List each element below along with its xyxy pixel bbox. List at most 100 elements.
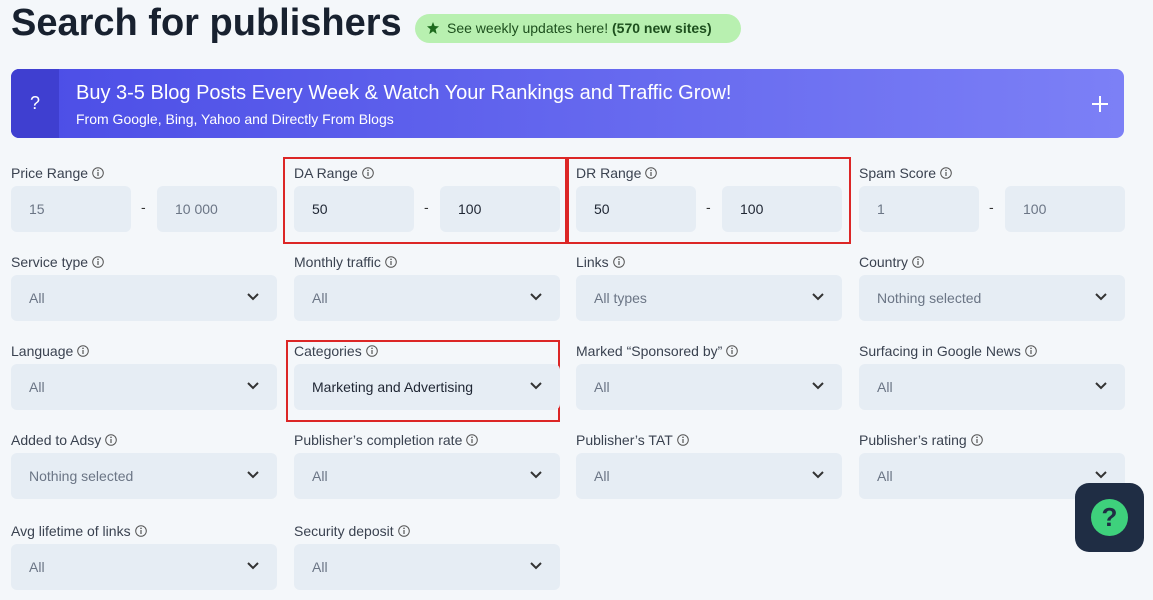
range-separator: - <box>141 199 146 215</box>
field-label: Service type <box>11 254 104 270</box>
field-label: Monthly traffic <box>294 254 397 270</box>
label-text: Monthly traffic <box>294 254 381 270</box>
label-text: Language <box>11 343 74 359</box>
label-text: Price Range <box>11 165 89 181</box>
info-icon[interactable] <box>362 167 374 179</box>
select-field[interactable]: All <box>576 453 842 499</box>
label-text: Country <box>859 254 909 270</box>
info-icon[interactable] <box>970 434 983 446</box>
range-from[interactable]: 50 <box>294 186 414 232</box>
field-label: Added to Adsy <box>11 432 118 448</box>
badge-text: See weekly updates here! <box>447 20 609 36</box>
label-text: DR Range <box>576 165 642 181</box>
range-to[interactable]: 100 <box>1005 186 1125 232</box>
chevron-icon <box>247 293 259 301</box>
field-label: Country <box>859 254 924 270</box>
select-value: All <box>312 468 328 484</box>
select-value: All types <box>594 290 647 306</box>
field-label: DA Range <box>294 165 374 181</box>
label-text: Added to Adsy <box>11 432 102 448</box>
field-label: DR Range <box>576 165 658 181</box>
info-icon[interactable] <box>726 345 739 357</box>
field-label: Security deposit <box>294 523 410 539</box>
select-field[interactable]: All <box>294 275 560 321</box>
info-icon[interactable] <box>912 256 924 268</box>
chevron-icon <box>530 293 542 301</box>
help-button[interactable]: ? <box>1075 483 1144 552</box>
star-icon <box>427 22 439 34</box>
label-text: Spam Score <box>859 165 937 181</box>
chevron-icon <box>530 471 542 479</box>
page-title: Search for publishers <box>11 2 402 44</box>
chevron-icon <box>812 293 824 301</box>
label-text: Marked “Sponsored by” <box>576 343 723 359</box>
select-field[interactable]: All <box>294 453 560 499</box>
info-icon[interactable] <box>92 256 104 268</box>
select-field[interactable]: All <box>294 544 560 590</box>
info-icon[interactable] <box>397 525 410 537</box>
info-icon[interactable] <box>77 345 90 357</box>
chevron-icon <box>1095 471 1107 479</box>
label-text: DA Range <box>294 165 358 181</box>
chevron-icon <box>247 471 259 479</box>
range-separator: - <box>424 199 429 215</box>
select-value: All <box>29 290 45 306</box>
chevron-icon <box>812 382 824 390</box>
field-label: Links <box>576 254 625 270</box>
range-to[interactable]: 10 000 <box>157 186 277 232</box>
select-value: All <box>312 290 328 306</box>
field-label: Avg lifetime of links <box>11 523 147 539</box>
help-icon: ? <box>1091 499 1128 536</box>
select-field[interactable]: All <box>11 364 277 410</box>
banner-icon: ? <box>11 69 59 138</box>
chevron-icon <box>1095 293 1107 301</box>
banner-title: Buy 3-5 Blog Posts Every Week & Watch Yo… <box>76 82 732 104</box>
range-from[interactable]: 15 <box>11 186 131 232</box>
select-value: All <box>29 379 45 395</box>
label-text: Links <box>576 254 609 270</box>
select-field[interactable]: Nothing selected <box>859 275 1125 321</box>
select-value: All <box>312 559 328 575</box>
info-icon[interactable] <box>940 167 952 179</box>
range-to[interactable]: 100 <box>722 186 842 232</box>
info-icon[interactable] <box>466 434 479 446</box>
expand-icon[interactable] <box>1091 95 1109 113</box>
info-icon[interactable] <box>645 167 658 179</box>
select-field[interactable]: All <box>11 544 277 590</box>
info-icon[interactable] <box>385 256 397 268</box>
info-icon[interactable] <box>134 525 147 537</box>
field-label: Language <box>11 343 90 359</box>
range-separator: - <box>989 199 994 215</box>
select-field[interactable]: All <box>11 275 277 321</box>
info-icon[interactable] <box>105 434 118 446</box>
info-icon[interactable] <box>365 345 378 357</box>
field-label: Publisher’s completion rate <box>294 432 479 448</box>
label-text: Publisher’s TAT <box>576 432 673 448</box>
badge-count: (570 new sites) <box>612 20 712 36</box>
select-field[interactable]: All <box>576 364 842 410</box>
label-text: Publisher’s completion rate <box>294 432 463 448</box>
select-value: All <box>877 379 893 395</box>
field-label: Surfacing in Google News <box>859 343 1037 359</box>
select-field[interactable]: Nothing selected <box>11 453 277 499</box>
info-icon[interactable] <box>612 256 625 268</box>
info-icon[interactable] <box>92 167 104 179</box>
highlight-box <box>565 157 851 244</box>
updates-badge[interactable]: See weekly updates here! (570 new sites) <box>415 14 741 43</box>
info-icon[interactable] <box>1025 345 1037 357</box>
field-label: Spam Score <box>859 165 952 181</box>
select-field[interactable]: Marketing and Advertising <box>294 364 560 410</box>
label-text: Security deposit <box>294 523 394 539</box>
range-to[interactable]: 100 <box>440 186 560 232</box>
range-from[interactable]: 1 <box>859 186 979 232</box>
select-field[interactable]: All types <box>576 275 842 321</box>
select-field[interactable]: All <box>859 364 1125 410</box>
field-label: Price Range <box>11 165 104 181</box>
chevron-icon <box>530 382 542 390</box>
info-icon[interactable] <box>676 434 689 446</box>
range-from[interactable]: 50 <box>576 186 696 232</box>
promo-banner[interactable]: ? Buy 3-5 Blog Posts Every Week & Watch … <box>11 69 1124 138</box>
label-text: Surfacing in Google News <box>859 343 1021 359</box>
highlight-box <box>283 157 569 244</box>
